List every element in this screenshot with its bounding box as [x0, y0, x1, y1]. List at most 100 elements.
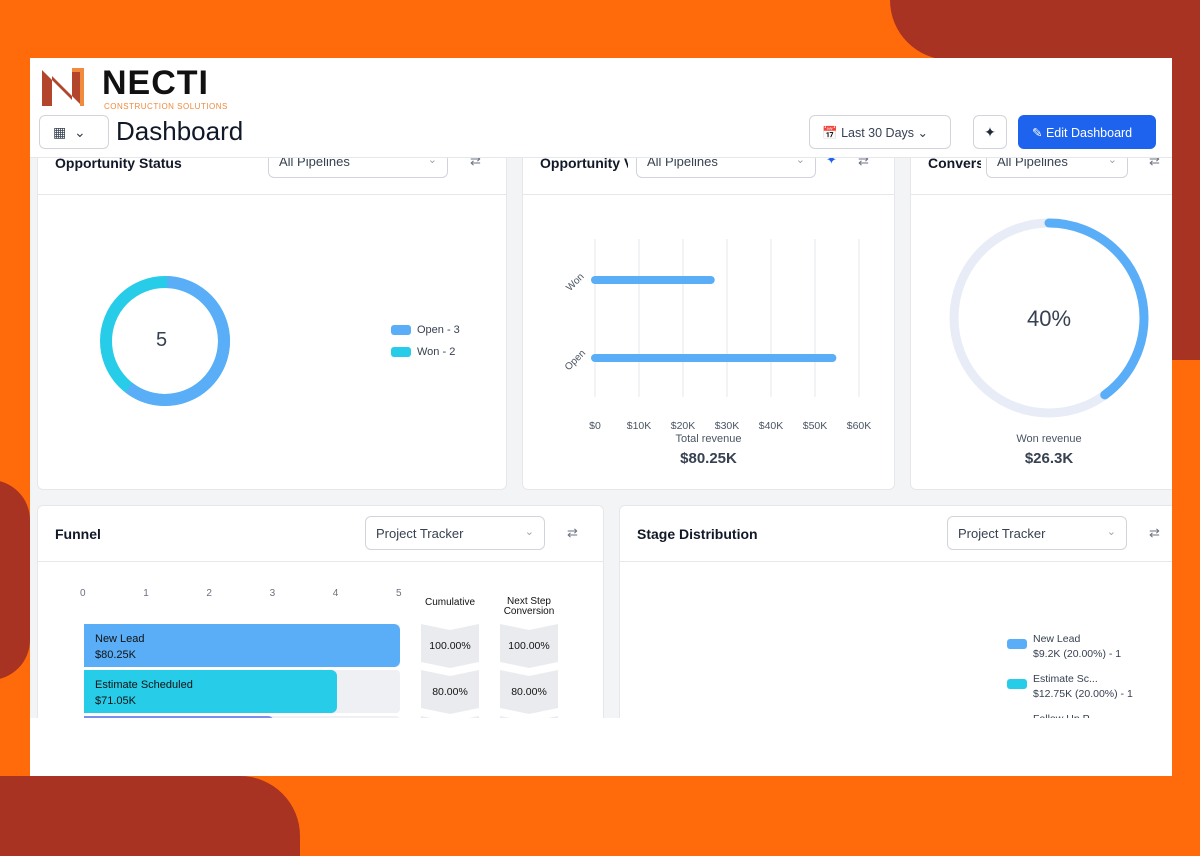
- chevron-down-icon: ⌄: [917, 126, 928, 140]
- conversion-gauge: [949, 218, 1149, 418]
- stage-value: $71.05K: [95, 695, 136, 707]
- opportunity-status-card: Opportunity Status All Pipelines ⌄ ⇄ 5 Op…: [37, 158, 507, 490]
- card-title: Funnel: [55, 526, 101, 542]
- stage-distribution-card: Stage Distribution Project Tracker ⌄ ⇄ Ne…: [619, 505, 1172, 718]
- card-title: Opportunity Status: [55, 158, 182, 171]
- select-value: All Pipelines: [647, 158, 718, 169]
- edit-dashboard-button[interactable]: ✎ Edit Dashboard: [1018, 115, 1156, 149]
- brand-tagline: CONSTRUCTION SOLUTIONS: [104, 102, 228, 111]
- y-tick-label: Won: [564, 271, 586, 293]
- ai-sparkle-button[interactable]: ✦: [973, 115, 1007, 149]
- legend-swatch: [1007, 679, 1027, 689]
- column-header-cumulative: Cumulative: [424, 597, 476, 608]
- cumulative-cell: 80.00%: [421, 670, 479, 714]
- footer-value: $26.3K: [1024, 450, 1074, 467]
- funnel-row[interactable]: Estimate Scheduled $71.05K: [84, 670, 400, 713]
- legend-item: Follow Up P...: [1007, 712, 1133, 718]
- funnel-bar: New Lead $80.25K: [84, 624, 400, 667]
- funnel-card: Funnel Project Tracker ⌄ ⇄ 0 1 2 3 4 5 Cumulat…: [37, 505, 604, 718]
- x-tick-label: 2: [206, 588, 212, 599]
- filter-icon[interactable]: ⇄: [1149, 525, 1160, 540]
- filter-icon[interactable]: ⇄: [1149, 158, 1160, 168]
- pipeline-select[interactable]: All Pipelines ⌄: [636, 158, 816, 178]
- next-step-cell: 100.00%: [500, 624, 558, 668]
- select-value: All Pipelines: [279, 158, 350, 169]
- select-value: Project Tracker: [376, 526, 464, 541]
- footer-value: $80.25K: [680, 450, 737, 467]
- x-tick-label: 1: [143, 588, 149, 599]
- footer-label: Total revenue: [675, 433, 742, 445]
- funnel-row[interactable]: New Lead $80.25K: [84, 624, 400, 667]
- filter-icon[interactable]: ⇄: [858, 158, 869, 168]
- legend-detail: $9.2K (20.00%) - 1: [1033, 648, 1122, 660]
- legend-name: Estimate Sc...: [1033, 673, 1098, 685]
- column-header-next-step: Next Step Conversion: [503, 596, 555, 617]
- card-title: Convers: [928, 158, 981, 171]
- conversion-percent: 40%: [1026, 306, 1072, 331]
- opportunity-value-card: Opportunity V All Pipelines ⌄ ✦ ⇄ $0 $10K $…: [522, 158, 895, 490]
- ai-sparkle-icon[interactable]: ✦: [826, 158, 837, 167]
- donut-total: 5: [156, 329, 168, 351]
- card-title: Stage Distribution: [637, 526, 758, 542]
- x-tick-label: $50K: [803, 420, 828, 429]
- pipeline-select[interactable]: All Pipelines ⌄: [268, 158, 448, 178]
- x-tick-label: 5: [396, 588, 402, 599]
- legend-detail: $12.75K (20.00%) - 1: [1033, 688, 1133, 700]
- logo: NECTI CONSTRUCTION SOLUTIONS: [38, 62, 238, 111]
- stage-value: $80.25K: [95, 649, 136, 661]
- x-tick-label: 3: [269, 588, 276, 599]
- filter-icon[interactable]: ⇄: [470, 158, 481, 168]
- edit-label: Edit Dashboard: [1045, 126, 1133, 140]
- conversion-card: Convers All Pipelines ⌄ ⇄ 40% Won revenue…: [910, 158, 1172, 490]
- legend-label: Open - 3: [417, 324, 460, 336]
- x-tick-label: $30K: [715, 420, 740, 429]
- x-tick-label: $20K: [671, 420, 696, 429]
- legend-item: Open - 3: [391, 324, 460, 336]
- page-title: Dashboard: [116, 116, 244, 146]
- gauge-fill: [949, 218, 1149, 418]
- donut-slice-open: [99, 276, 230, 406]
- funnel-bar: [84, 716, 274, 718]
- stage-name: Estimate Scheduled: [95, 679, 193, 691]
- date-range-picker[interactable]: 📅 Last 30 Days ⌄: [809, 115, 951, 149]
- select-value: Project Tracker: [958, 526, 1046, 541]
- cumulative-cell: [421, 716, 479, 718]
- legend-item: Estimate Sc... $12.75K (20.00%) - 1: [1007, 672, 1133, 712]
- app-window: NECTI CONSTRUCTION SOLUTIONS ▦ ⌄ Dashboa…: [30, 58, 1172, 776]
- funnel-bar: Estimate Scheduled $71.05K: [84, 670, 337, 713]
- card-title: Opportunity V: [540, 158, 628, 171]
- legend-label: Won - 2: [417, 346, 456, 358]
- pipeline-select[interactable]: Project Tracker ⌄: [365, 516, 545, 550]
- x-tick-label: 4: [332, 588, 339, 599]
- header: NECTI CONSTRUCTION SOLUTIONS ▦ ⌄ Dashboa…: [30, 58, 1172, 158]
- calendar-icon: 📅: [822, 126, 838, 140]
- layout-switcher[interactable]: ▦ ⌄: [39, 115, 109, 149]
- pipeline-select[interactable]: Project Tracker ⌄: [947, 516, 1127, 550]
- dashboard-grid: Opportunity Status All Pipelines ⌄ ⇄ 5 Op…: [30, 158, 1172, 718]
- stage-name: New Lead: [95, 633, 145, 645]
- select-value: All Pipelines: [997, 158, 1068, 169]
- filter-icon[interactable]: ⇄: [567, 525, 578, 540]
- donut-chart: [99, 276, 230, 406]
- legend-name: Follow Up P...: [1033, 712, 1133, 718]
- next-step-cell: 80.00%: [500, 670, 558, 714]
- legend: Open - 3 Won - 2: [391, 324, 460, 358]
- bar-chart: $0 $10K $20K $30K $40K $50K $60K Won Open: [563, 239, 872, 429]
- legend-swatch: [1007, 639, 1027, 649]
- brand-name: NECTI: [102, 64, 209, 102]
- footer-label: Won revenue: [1016, 433, 1082, 445]
- funnel-row[interactable]: [84, 716, 400, 718]
- x-tick-label: $10K: [627, 420, 652, 429]
- x-tick-label: $0: [589, 420, 601, 429]
- x-tick-label: 0: [80, 588, 86, 599]
- pipeline-select[interactable]: All Pipelines ⌄: [986, 158, 1128, 178]
- next-step-cell: [500, 716, 558, 718]
- legend-name: New Lead: [1033, 633, 1081, 645]
- date-range-label: Last 30 Days: [841, 126, 915, 140]
- x-tick-label: $60K: [847, 420, 872, 429]
- y-tick-label: Open: [563, 348, 588, 373]
- legend-item: Won - 2: [391, 346, 460, 358]
- pencil-icon: ✎: [1032, 126, 1043, 140]
- cumulative-cell: 100.00%: [421, 624, 479, 668]
- x-tick-label: $40K: [759, 420, 784, 429]
